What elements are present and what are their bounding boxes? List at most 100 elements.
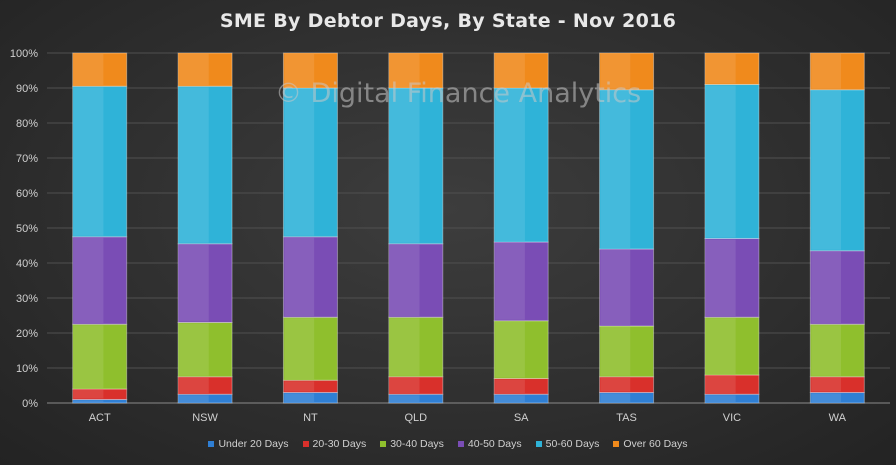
bar-segment — [809, 52, 865, 91]
bar-segment — [72, 85, 128, 238]
bar-segment-highlight — [811, 393, 842, 402]
bar-segment-highlight — [389, 377, 420, 394]
bar-segment-highlight — [600, 393, 631, 402]
bar-segment-highlight — [389, 395, 420, 402]
legend: Under 20 Days 20-30 Days 30-40 Days 40-50 D… — [0, 438, 896, 450]
bar-segment-highlight — [705, 395, 736, 402]
bar-segment — [72, 52, 128, 87]
legend-item: Over 60 Days — [613, 438, 688, 450]
bar-segment — [282, 52, 338, 89]
bar-segment-highlight — [389, 54, 420, 87]
gridlines — [47, 52, 890, 404]
bar-segment-highlight — [495, 321, 525, 378]
y-axis: 0% 10% 20% 30% 40% 50% 60% 70% 80% 90% 100% — [10, 48, 38, 410]
bar-segment-highlight — [705, 54, 736, 84]
bar-segment — [72, 236, 128, 325]
bar-segment-highlight — [284, 89, 315, 236]
bar-segment — [388, 243, 444, 318]
y-tick-label: 10% — [16, 363, 38, 375]
bar-segment-highlight — [495, 379, 525, 394]
legend-swatch — [302, 441, 309, 447]
x-tick-label: QLD — [405, 412, 428, 424]
y-tick-label: 100% — [10, 48, 38, 60]
bar-segment-highlight — [284, 381, 315, 392]
bar-segment-highlight — [705, 239, 736, 317]
bar-segment-highlight — [495, 89, 525, 241]
bar-segment-highlight — [73, 237, 104, 324]
legend-label: Over 60 Days — [623, 438, 688, 450]
y-tick-label: 80% — [16, 118, 38, 130]
x-tick-label: SA — [514, 412, 529, 424]
bar-segment-highlight — [600, 327, 631, 376]
legend-label: 40-50 Days — [467, 438, 522, 450]
bar-segment-highlight — [811, 251, 842, 324]
bar-segment-highlight — [179, 87, 209, 243]
bar-segment-highlight — [600, 250, 631, 325]
x-tick-label: TAS — [616, 412, 637, 424]
bar-segment — [704, 316, 760, 376]
bar-segment-highlight — [73, 54, 104, 86]
bar-segment — [282, 316, 338, 381]
bar-segment-highlight — [600, 90, 631, 248]
bar-segment — [704, 52, 760, 85]
y-tick-label: 30% — [16, 293, 38, 305]
x-tick-label: NT — [303, 412, 318, 424]
bar-segment — [493, 52, 549, 89]
bar-segment — [704, 238, 760, 318]
bar-segment-highlight — [389, 244, 420, 317]
bar-segment-highlight — [73, 325, 104, 388]
bar-segment — [599, 52, 655, 91]
bar-segment — [177, 243, 233, 323]
bar-segment — [388, 316, 444, 378]
y-tick-label: 50% — [16, 223, 38, 235]
y-tick-label: 0% — [22, 398, 38, 410]
bar-segment-highlight — [389, 318, 420, 376]
bar-segment-highlight — [179, 323, 209, 376]
bars — [72, 52, 865, 404]
y-tick-label: 40% — [16, 258, 38, 270]
bar-segment-highlight — [284, 393, 315, 402]
bar-segment — [599, 248, 655, 327]
bar-segment-highlight — [179, 377, 209, 394]
bar-segment-highlight — [811, 377, 842, 392]
bar-segment — [282, 236, 338, 318]
bar-segment-highlight — [284, 318, 315, 380]
bar-segment-highlight — [811, 90, 842, 250]
bar-segment — [599, 325, 655, 378]
bar-segment-highlight — [389, 89, 420, 243]
bar-segment-highlight — [284, 54, 315, 87]
bar-segment-highlight — [600, 377, 631, 392]
legend-item: 40-50 Days — [457, 438, 522, 450]
y-tick-label: 20% — [16, 328, 38, 340]
legend-item: 20-30 Days — [302, 438, 367, 450]
legend-item: 30-40 Days — [380, 438, 444, 450]
legend-item: Under 20 Days — [208, 438, 289, 450]
bar-segment-highlight — [495, 395, 525, 402]
bar-segment-highlight — [600, 54, 631, 89]
bar-segment-highlight — [179, 244, 209, 322]
bar-segment-highlight — [179, 54, 209, 86]
bar-segment-highlight — [705, 318, 736, 374]
bar-segment-highlight — [495, 243, 525, 320]
bar-segment-highlight — [705, 85, 736, 238]
bar-segment-highlight — [73, 400, 104, 402]
bar-segment — [72, 323, 128, 390]
y-tick-label: 90% — [16, 83, 38, 95]
legend-label: 50-60 Days — [545, 438, 600, 450]
bar-segment — [282, 87, 338, 238]
bar-segment-highlight — [73, 390, 104, 399]
bar-segment — [493, 241, 549, 322]
legend-swatch — [535, 441, 542, 447]
legend-label: 20-30 Days — [312, 438, 367, 450]
y-tick-label: 70% — [16, 153, 38, 165]
legend-swatch — [380, 441, 387, 447]
bar-segment-highlight — [705, 376, 736, 394]
x-axis: ACT NSW NT QLD SA TAS VIC WA — [89, 412, 847, 424]
legend-swatch — [208, 441, 215, 447]
bar-segment — [809, 89, 865, 252]
bar-segment-highlight — [811, 325, 842, 376]
x-tick-label: VIC — [723, 412, 741, 424]
chart-title: SME By Debtor Days, By State - Nov 2016 — [219, 10, 677, 32]
legend-swatch — [457, 441, 464, 447]
